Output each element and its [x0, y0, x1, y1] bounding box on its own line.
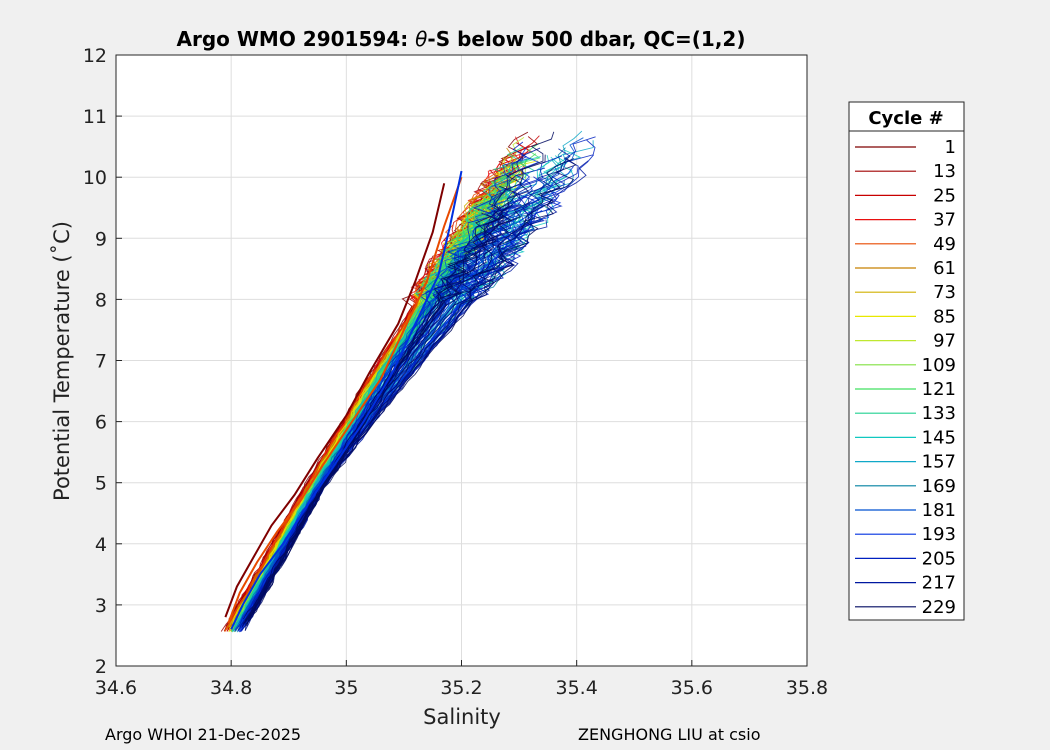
x-tick-label: 35.4 [556, 677, 598, 699]
legend-label: 217 [922, 573, 956, 594]
series-line-late [230, 170, 463, 630]
legend: Cycle # 1 13 25 37 49 61 73 85 97 109 121 133 145 157… [848, 101, 965, 621]
legend-label: 61 [933, 258, 956, 279]
y-tick-label: 7 [95, 351, 107, 373]
legend-label: 193 [922, 524, 956, 545]
legend-title: Cycle # [868, 108, 943, 129]
y-axis-label: Potential Temperature (˚C) [50, 221, 74, 501]
y-tick-label: 4 [95, 534, 107, 556]
y-tick-label: 12 [83, 45, 107, 67]
profile-trace [241, 157, 577, 628]
tick-labels: 34.6 34.8 35 35.2 35.4 35.6 35.8 2 3 4 5 6 7 8 9 10 11 12 [83, 45, 828, 699]
profile-trace [246, 198, 554, 625]
y-tick-label: 9 [95, 228, 107, 250]
footer-left: Argo WHOI 21-Dec-2025 [105, 725, 301, 744]
legend-label: 133 [922, 403, 956, 424]
legend-label: 205 [922, 548, 956, 569]
x-tick-label: 34.6 [95, 677, 137, 699]
legend-label: 169 [922, 476, 956, 497]
legend-label: 181 [922, 500, 956, 521]
footer-right: ZENGHONG LIU at csio [578, 725, 760, 744]
y-tick-label: 6 [95, 412, 107, 434]
x-axis-label: Salinity [423, 705, 501, 729]
profile-trace [244, 158, 575, 621]
legend-label: 85 [933, 306, 956, 327]
y-tick-label: 3 [95, 595, 107, 617]
legend-label: 37 [933, 210, 956, 231]
legend-label: 49 [933, 234, 956, 255]
legend-label: 145 [922, 427, 956, 448]
legend-label: 25 [933, 185, 956, 206]
y-tick-label: 10 [83, 167, 107, 189]
legend-items: 1 13 25 37 49 61 73 85 97 109 121 133 145 157 169 181 19… [855, 137, 956, 618]
x-tick-label: 35.6 [671, 677, 713, 699]
chart-title: Argo WMO 2901594: θ-S below 500 dbar, QC… [177, 27, 746, 51]
series-line-warm-mid [227, 176, 463, 624]
profile-trace [241, 235, 515, 625]
legend-label: 109 [922, 355, 956, 376]
legend-label: 229 [922, 597, 956, 618]
x-tick-label: 35.2 [440, 677, 482, 699]
x-tick-label: 34.8 [210, 677, 252, 699]
y-tick-label: 8 [95, 289, 107, 311]
y-tick-label: 11 [83, 106, 107, 128]
x-tick-label: 35 [334, 677, 358, 699]
legend-label: 157 [922, 452, 956, 473]
legend-label: 73 [933, 282, 956, 303]
series-group [224, 170, 463, 630]
legend-label: 1 [945, 137, 956, 158]
y-tick-label: 2 [95, 656, 107, 678]
legend-label: 121 [922, 379, 956, 400]
legend-label: 97 [933, 331, 956, 352]
x-tick-label: 35.8 [786, 677, 828, 699]
series-line-early [224, 183, 446, 618]
legend-label: 13 [933, 161, 956, 182]
y-tick-label: 5 [95, 473, 107, 495]
